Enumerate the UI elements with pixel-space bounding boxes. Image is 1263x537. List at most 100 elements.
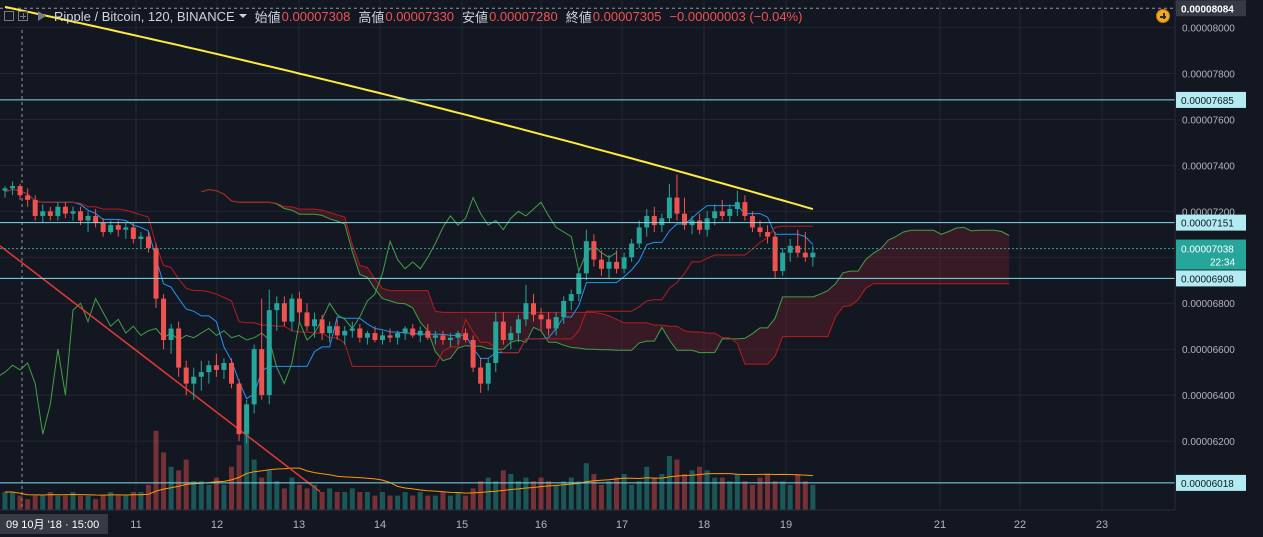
volume-bar	[349, 488, 355, 510]
horizontal-price-lines[interactable]	[0, 99, 1175, 484]
candle-body	[757, 227, 763, 233]
candle-body	[531, 303, 536, 315]
price-tick-label: 0.00007200	[1182, 207, 1235, 218]
volume-bar	[62, 495, 68, 510]
volume-bar	[161, 452, 167, 510]
price-tick-label: 0.00006800	[1182, 299, 1235, 310]
candle-body	[70, 211, 76, 214]
volume-bar	[334, 492, 340, 510]
time-axis[interactable]: 11 12 13 14 15 16 17 18 19 21 22 23 09 10月 '18 · 15:…	[0, 509, 1175, 537]
candle-body	[372, 333, 378, 340]
countdown-label: 22:34	[1210, 258, 1235, 269]
candle-body	[229, 362, 234, 384]
volume-bar	[380, 492, 385, 510]
crosshair-time-label: 09 10月 '18 · 15:00	[6, 519, 99, 531]
candle-body	[251, 349, 257, 405]
low-value: 0.00007280	[489, 8, 558, 24]
volume-bar	[25, 499, 31, 510]
open-value: 0.00007308	[281, 8, 351, 24]
price-axis[interactable]: 0.00008000 0.00007800 0.00007600 0.00007400…	[1174, 0, 1263, 537]
volume-bar	[531, 481, 536, 510]
candle-body	[470, 340, 476, 368]
volume-bar	[138, 492, 144, 510]
volume-bar	[463, 495, 469, 510]
volume-bar	[659, 474, 665, 510]
volume-bar	[719, 477, 725, 510]
candle-body	[183, 367, 189, 384]
volume-bar	[168, 466, 174, 510]
price-line-label: 0.00007151	[1181, 219, 1234, 230]
candle-body	[765, 232, 771, 237]
volume-bar	[432, 495, 438, 510]
candle-body	[463, 333, 469, 340]
candle-body	[734, 202, 740, 210]
candle-body	[591, 241, 597, 260]
volume-bar	[749, 484, 755, 510]
volume-bar	[244, 420, 250, 510]
candle-body	[2, 188, 8, 191]
flag-icon[interactable]	[38, 11, 46, 21]
volume-bar	[17, 495, 23, 510]
candle-body	[236, 383, 242, 435]
volume-bar	[455, 492, 461, 510]
candle-body	[742, 202, 748, 216]
volume-bar	[342, 492, 348, 510]
time-tick-label: 13	[293, 519, 305, 531]
candle-body	[10, 186, 16, 189]
candle-body	[387, 335, 393, 338]
indicator-lines	[0, 5, 814, 493]
candle-body	[274, 303, 280, 311]
volume-bar	[251, 459, 257, 510]
volume-bar	[485, 477, 491, 510]
volume-bar	[10, 492, 16, 510]
expand-icon[interactable]	[18, 11, 28, 21]
volume-bar	[274, 481, 280, 510]
candle-body	[100, 222, 106, 233]
collapse-icon[interactable]	[4, 11, 14, 21]
candle-body	[606, 261, 612, 269]
volume-bar	[704, 470, 710, 510]
candle-body	[281, 303, 287, 322]
candle-body	[221, 362, 227, 370]
candle-body	[432, 335, 438, 338]
volume-bar	[523, 477, 529, 510]
candle-body	[138, 236, 144, 239]
candle-body	[568, 294, 574, 301]
candle-body	[787, 245, 793, 253]
candle-body	[417, 330, 423, 336]
volume-bar	[606, 481, 612, 510]
volume-bar	[266, 470, 272, 510]
kijun-line	[4, 188, 813, 367]
volume-bar	[2, 492, 8, 510]
volume-bar	[810, 484, 816, 510]
volume-bar	[734, 474, 740, 510]
candle-body	[168, 328, 174, 340]
high-label: 高値	[358, 9, 385, 25]
candle-body	[304, 312, 310, 327]
chevron-down-icon[interactable]	[238, 14, 247, 18]
candle-body	[327, 326, 333, 334]
volume-bar	[32, 495, 38, 510]
volume-bar	[387, 495, 393, 510]
candle-body	[523, 303, 529, 320]
candle-body	[349, 328, 355, 331]
volume-bar	[364, 492, 370, 510]
volume-bar	[742, 481, 748, 510]
candle-body	[312, 319, 318, 327]
volume-bar	[561, 481, 567, 510]
volume-bar	[629, 484, 635, 510]
volume-bar	[689, 470, 695, 510]
candle-body	[402, 328, 408, 334]
close-label: 終値	[565, 9, 592, 25]
candle-body	[795, 245, 801, 253]
candle-body	[780, 252, 786, 272]
symbol-title[interactable]: Ripple / Bitcoin, 120, BINANCE	[54, 8, 235, 24]
price-tick-label: 0.00007800	[1182, 70, 1235, 81]
candle-body	[553, 317, 559, 329]
volume-bar	[304, 488, 310, 510]
candle-body	[674, 197, 680, 214]
add-indicator-icon[interactable]	[1156, 9, 1170, 23]
symbol-legend: Ripple / Bitcoin, 120, BINANCE 始値 0.0000…	[4, 6, 802, 26]
sma-line	[4, 5, 814, 211]
